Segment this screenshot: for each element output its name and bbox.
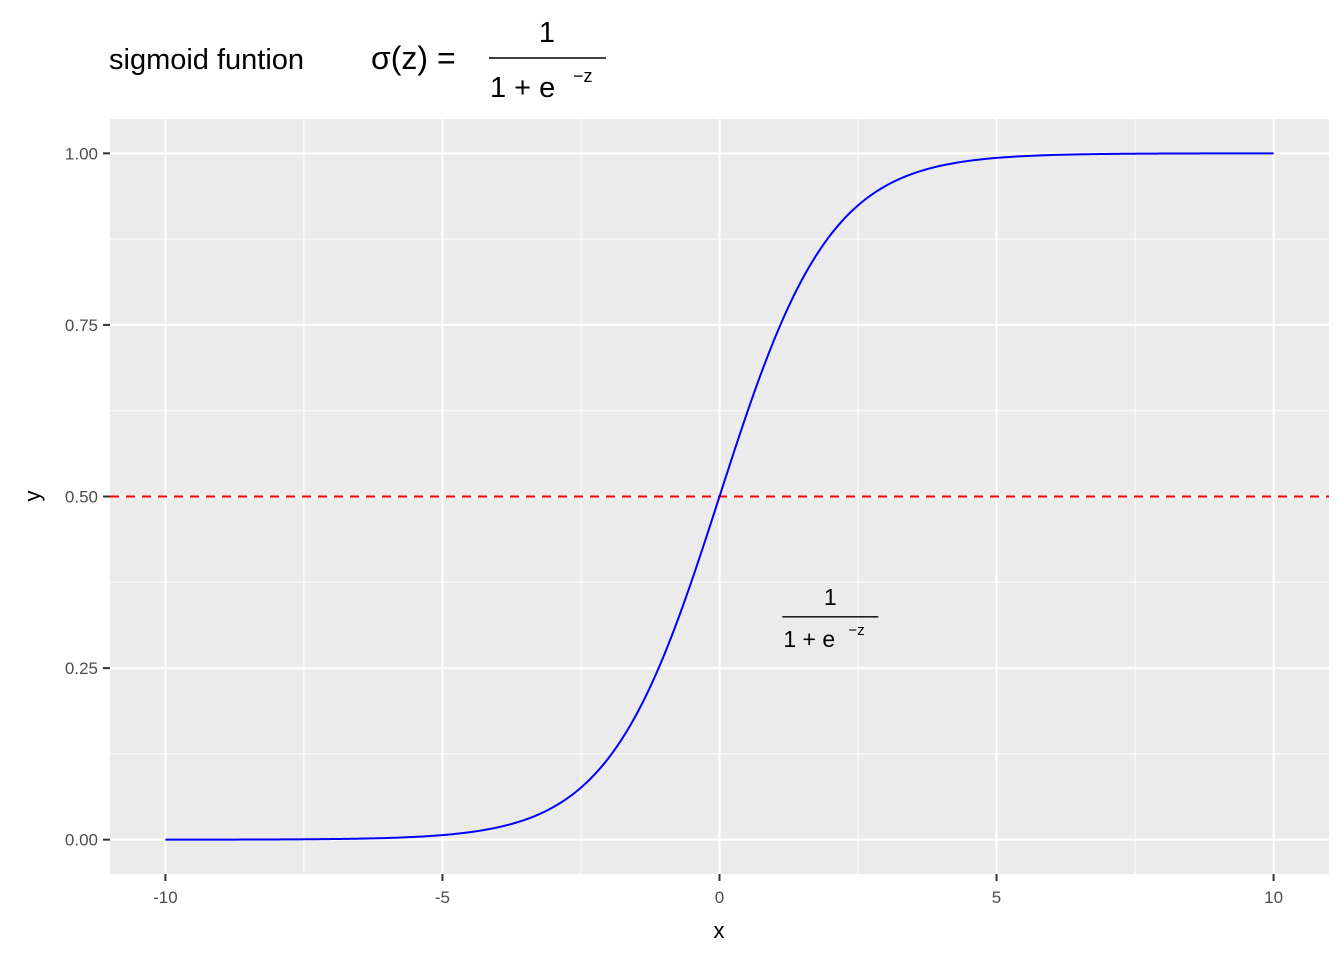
x-tick-label: -5 — [435, 888, 450, 907]
y-tick-label: 0.75 — [65, 316, 98, 335]
formula-annotation: 1 1 + e −z — [782, 584, 879, 652]
annotation-numerator: 1 — [824, 584, 837, 610]
x-tick-label: 10 — [1264, 888, 1283, 907]
x-axis: -10 -5 0 5 10 — [153, 874, 1283, 907]
x-tick-label: 5 — [992, 888, 1001, 907]
sigmoid-curve — [165, 152, 1274, 841]
annotation-denominator: 1 + e — [783, 626, 835, 652]
title-lhs: σ(z) = — [371, 40, 456, 76]
y-tick-label: 0.00 — [65, 831, 98, 850]
title-denominator: 1 + e — [490, 72, 555, 104]
x-tick-label: -10 — [153, 888, 178, 907]
x-axis-title: x — [714, 918, 725, 943]
y-tick-label: 0.50 — [65, 488, 98, 507]
y-axis-title: y — [20, 491, 45, 502]
annotation-exponent: −z — [848, 622, 864, 639]
title-exponent: −z — [573, 66, 593, 86]
chart-title: sigmoid funtion σ(z) = 1 1 + e −z — [109, 17, 606, 104]
y-tick-label: 0.25 — [65, 659, 98, 678]
y-tick-label: 1.00 — [65, 144, 98, 163]
title-numerator: 1 — [539, 17, 555, 49]
title-prefix: sigmoid funtion — [109, 44, 304, 76]
series-layer — [165, 152, 1274, 841]
x-tick-label: 0 — [715, 888, 724, 907]
y-axis: 0.00 0.25 0.50 0.75 1.00 — [65, 144, 110, 850]
